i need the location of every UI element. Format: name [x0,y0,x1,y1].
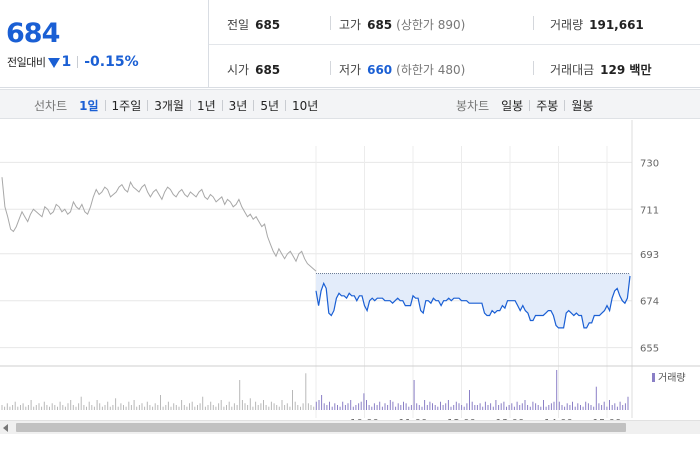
scrollbar-thumb[interactable] [16,423,626,432]
line-chart-tabs: 선차트 1일 1주일 3개월 1년 3년 5년 10년 [34,90,318,120]
row-divider [209,44,700,45]
prev-close-value: 685 [255,18,281,32]
x-tick-label: 11:00 [399,418,428,420]
tab-divider [253,99,255,111]
low-stat: 저가 660 (하한가 480) [339,61,465,78]
volume-label: 거래량 [550,18,584,32]
tab-10year[interactable]: 10년 [292,98,319,113]
today-price-line [315,275,631,329]
price-box: 684 전일대비 1 -0.15% [0,0,209,88]
tab-divider [529,99,531,111]
upper-limit: (상한가 890) [396,18,466,32]
open-stat: 시가 685 [227,61,280,78]
prev-close-label: 전일 [227,18,250,32]
tab-monthly[interactable]: 월봉 [571,98,594,113]
tab-divider [221,99,223,111]
quote-summary: 684 전일대비 1 -0.15% 전일 685 고가 685 (상한가 890) 거… [0,0,700,88]
x-tick-label: 10:00 [350,418,379,420]
col-divider [533,16,534,30]
chart-tab-bar: 선차트 1일 1주일 3개월 1년 3년 5년 10년 봉차트 일봉 주봉 월봉 [0,89,700,119]
tab-divider [564,99,566,111]
tab-divider [285,99,287,111]
col-divider [330,16,331,30]
tab-daily[interactable]: 일봉 [501,98,524,113]
tab-divider [147,99,149,111]
amount-label: 거래대금 [550,63,595,77]
volume-value: 191,661 [589,18,644,32]
low-value: 660 [367,63,393,77]
x-tick-label: 15:00 [593,418,622,420]
change-row: 전일대비 1 -0.15% [7,54,139,70]
y-tick-label: 711 [640,205,659,216]
current-price: 684 [6,18,60,49]
candle-chart-tabs: 봉차트 일봉 주봉 월봉 [456,90,593,120]
tab-3month[interactable]: 3개월 [154,98,184,113]
col-divider [533,61,534,75]
lower-limit: (하한가 480) [396,63,466,77]
tab-3year[interactable]: 3년 [228,98,248,113]
volume-legend-swatch [652,373,655,382]
divider [77,56,79,68]
quote-stats: 전일 685 고가 685 (상한가 890) 거래량 191,661 시가 685 저가… [209,0,700,88]
y-tick-label: 674 [640,297,659,308]
prev-close-stat: 전일 685 [227,16,280,33]
change-percent: -0.15% [84,54,139,70]
x-tick-label: 13:00 [496,418,525,420]
price-chart[interactable]: 730 711 693 674 655 거래량 10:00 11:00 12:00 13:00 14… [0,120,700,420]
tab-1week[interactable]: 1주일 [111,98,142,113]
scroll-left-icon[interactable] [3,424,8,432]
high-stat: 고가 685 (상한가 890) [339,16,465,33]
line-chart-title: 선차트 [34,98,68,113]
volume-legend-label: 거래량 [658,372,686,384]
x-tick-label: 14:00 [544,418,573,420]
tab-divider [189,99,191,111]
chart-scrollbar[interactable] [0,420,700,434]
y-tick-label: 693 [640,250,659,261]
amount-stat: 거래대금 129 백만 [550,61,651,78]
open-label: 시가 [227,63,250,77]
y-tick-label: 730 [640,158,659,169]
high-label: 고가 [339,18,362,32]
col-divider [330,61,331,75]
tab-weekly[interactable]: 주봉 [536,98,559,113]
tab-5year[interactable]: 5년 [260,98,280,113]
tab-1year[interactable]: 1년 [196,98,216,113]
volume-stat: 거래량 191,661 [550,16,644,33]
high-value: 685 [367,18,393,32]
change-amount: 1 [61,54,72,70]
tab-1day[interactable]: 1일 [79,98,99,113]
low-label: 저가 [339,63,362,77]
candle-chart-title: 봉차트 [456,98,490,113]
price-chart-svg: 730 711 693 674 655 거래량 10:00 11:00 12:00 13:00 14… [0,120,700,420]
down-arrow-icon [48,57,61,68]
open-value: 685 [255,63,281,77]
prev-session-line [1,177,317,272]
tab-divider [104,99,106,111]
change-label: 전일대비 [7,56,46,69]
y-tick-label: 655 [640,344,659,355]
x-tick-label: 12:00 [447,418,476,420]
amount-value: 129 백만 [600,63,652,77]
today-area-fill [316,273,630,328]
